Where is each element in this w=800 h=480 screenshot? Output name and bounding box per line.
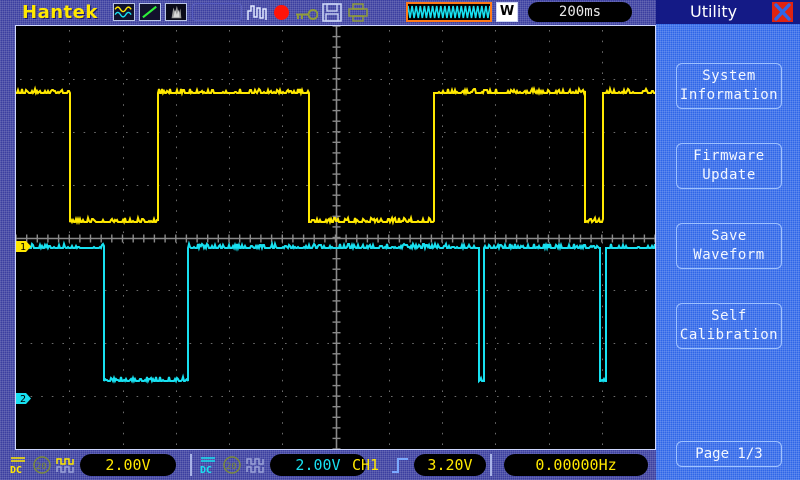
svg-text:1: 1 bbox=[20, 242, 26, 253]
ch1-dc-coupling-icon[interactable]: DC bbox=[8, 455, 28, 476]
svg-text:DC: DC bbox=[200, 465, 212, 475]
trigger-level[interactable]: 3.20V bbox=[414, 454, 486, 476]
status-divider-1 bbox=[190, 454, 192, 476]
pulse-trigger-icon[interactable] bbox=[247, 3, 269, 22]
waveform-preview[interactable] bbox=[406, 2, 492, 22]
waveform-display[interactable]: 1 2 bbox=[15, 25, 656, 450]
rising-edge-icon[interactable] bbox=[390, 455, 410, 475]
sidebar-item-self-calibration[interactable]: Self Calibration bbox=[676, 303, 782, 349]
sidebar-item-save-waveform[interactable]: Save Waveform bbox=[676, 223, 782, 269]
sidebar-item-label: Firmware bbox=[693, 148, 765, 164]
sidebar-item-label: Calibration bbox=[679, 327, 779, 343]
sidebar-item-label: Information bbox=[679, 87, 779, 103]
frequency-readout: 0.00000Hz bbox=[504, 454, 648, 476]
ch2-ground-marker[interactable]: 2 bbox=[16, 391, 31, 406]
trigger-source-label: CH1 bbox=[352, 456, 380, 474]
sidebar-item-label: Save bbox=[711, 228, 747, 244]
save-floppy-icon[interactable] bbox=[322, 3, 342, 22]
w-mode-button[interactable]: W bbox=[496, 2, 518, 22]
xy-mode-icon[interactable] bbox=[139, 3, 161, 21]
close-icon[interactable] bbox=[772, 2, 793, 22]
status-bar: DC 20 2.00V DC bbox=[0, 450, 656, 480]
svg-text:DC: DC bbox=[10, 465, 22, 475]
fft-noise-icon[interactable] bbox=[165, 3, 187, 21]
ch2-volts-div[interactable]: 2.00V bbox=[270, 454, 366, 476]
sidebar-item-label: System bbox=[702, 68, 756, 84]
ch2-bandwidth-limit-icon[interactable]: 20 bbox=[222, 455, 242, 475]
svg-text:20: 20 bbox=[226, 462, 237, 472]
ch1-volts-div[interactable]: 2.00V bbox=[80, 454, 176, 476]
dual-waveform-icon[interactable] bbox=[113, 3, 135, 21]
sidebar-item-label: Self bbox=[711, 308, 747, 324]
sidebar-item-system-information[interactable]: System Information bbox=[676, 63, 782, 109]
empty-slot-button[interactable] bbox=[192, 3, 242, 21]
ch1-probe-icon[interactable] bbox=[56, 455, 76, 475]
ch1-ground-marker[interactable]: 1 bbox=[16, 239, 31, 254]
timebase-readout[interactable]: 200ms bbox=[528, 2, 632, 22]
waveform-traces bbox=[16, 85, 655, 384]
sidebar-item-label: Waveform bbox=[693, 247, 765, 263]
ch2-dc-coupling-icon[interactable]: DC bbox=[198, 455, 218, 476]
stop-run-icon[interactable] bbox=[274, 5, 289, 20]
key-lock-icon[interactable] bbox=[294, 6, 319, 20]
sidebar-item-firmware-update[interactable]: Firmware Update bbox=[676, 143, 782, 189]
grid-overlay bbox=[16, 26, 655, 449]
page-selector-button[interactable]: Page 1/3 bbox=[676, 441, 782, 467]
printer-icon[interactable] bbox=[348, 3, 368, 22]
ch2-probe-icon[interactable] bbox=[246, 455, 266, 475]
top-toolbar: Hantek bbox=[0, 0, 656, 24]
ch1-bandwidth-limit-icon[interactable]: 20 bbox=[32, 455, 52, 475]
status-divider-2 bbox=[490, 454, 492, 476]
brand-logo: Hantek bbox=[22, 2, 98, 23]
page-title: Utility bbox=[690, 2, 738, 21]
svg-text:2: 2 bbox=[20, 394, 26, 405]
sidebar-menu: System Information Firmware Update Save Wav… bbox=[656, 24, 800, 480]
svg-text:20: 20 bbox=[36, 462, 47, 472]
sidebar-item-label: Update bbox=[702, 167, 756, 183]
